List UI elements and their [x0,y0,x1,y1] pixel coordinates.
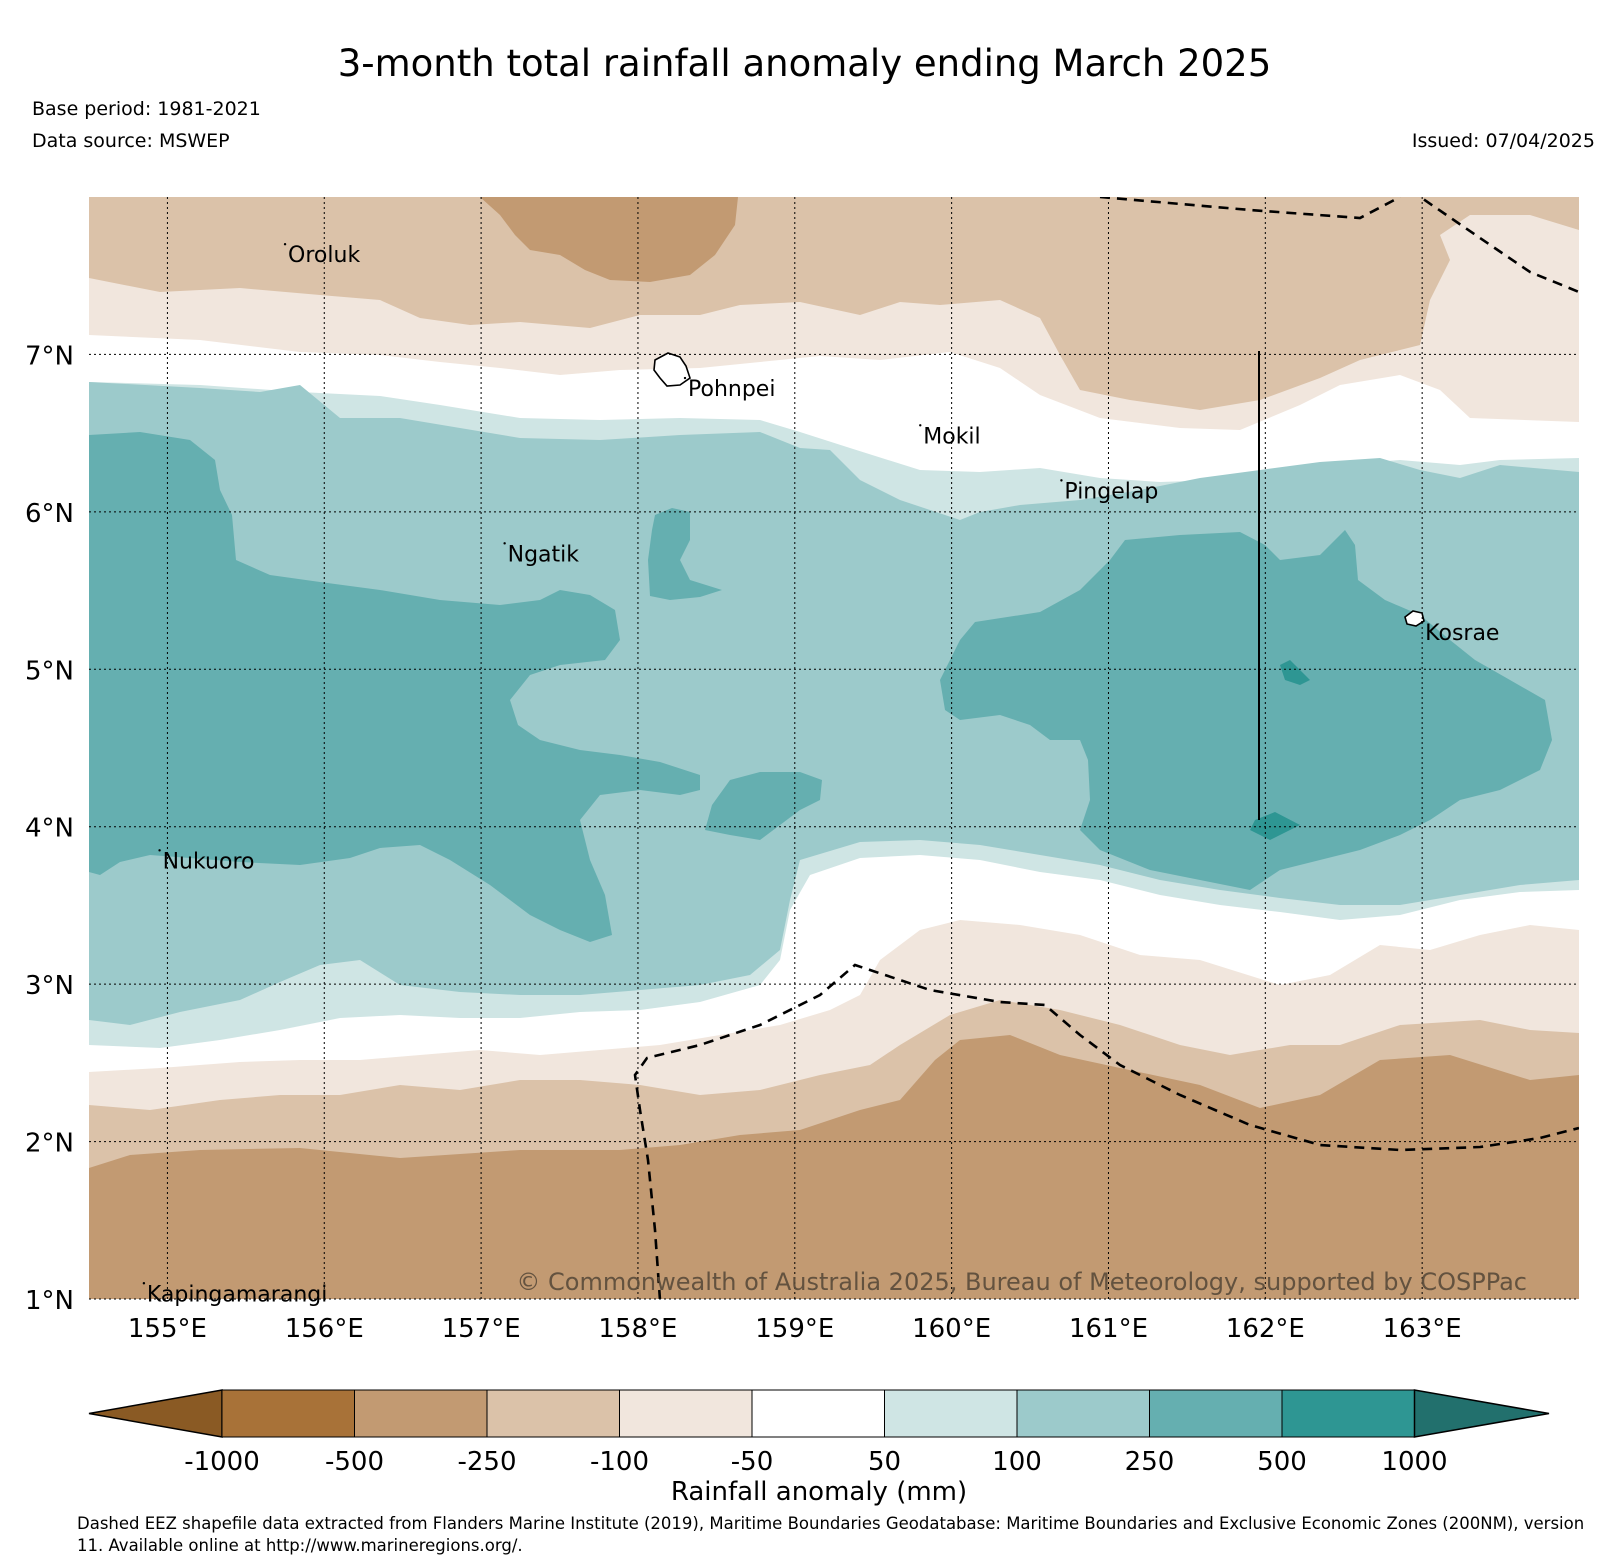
wet-very-strong-blob-a [1280,660,1310,685]
lat-tick-label: 5°N [25,656,74,686]
pohnpei-island-outline [653,352,691,387]
issued-date-text: Issued: 07/04/2025 [1411,130,1595,152]
dry-strong-region-north [480,197,738,282]
colorbar-tick-label: -250 [457,1447,516,1477]
footnote: Dashed EEZ shapefile data extracted from… [77,1514,1585,1555]
lat-tick-label: 4°N [25,814,74,844]
colorbar-tick-label: 500 [1257,1447,1307,1477]
place-label-kapingamarangi: Kapingamarangi [147,1282,327,1307]
lat-tick-label: 3°N [25,971,74,1001]
axis-tick-labels: 155°E 156°E 157°E 158°E 159°E 160°E 161°E 162°E… [25,341,1462,1344]
place-marker [1420,620,1424,624]
wet-strong-region-west [89,432,700,942]
colorbar-tick-label: 1000 [1381,1447,1447,1477]
copyright-notice: © Commonwealth of Australia 2025, Bureau… [516,1268,1527,1296]
gridlines [89,197,1579,1300]
place-label-nukuoro: Nukuoro [163,849,255,874]
colorbar-swatch [884,1389,1018,1438]
place-marker [283,243,287,246]
base-period-text: Base period: 1981-2021 [32,98,261,120]
place-labels: Oroluk Pohnpei Mokil Pingelap Ngatik Kosrae Nu… [142,243,1499,1307]
colorbar-tick-label: 100 [992,1447,1042,1477]
place-label-kosrae: Kosrae [1425,621,1499,646]
lon-tick-label: 155°E [128,1314,207,1344]
wet-strong-region-east [940,530,1552,890]
lon-tick-label: 163°E [1383,1314,1462,1344]
place-label-mokil: Mokil [923,424,980,449]
data-source-text: Data source: MSWEP [32,130,230,152]
lat-tick-label: 1°N [25,1286,74,1316]
chart-title: 3-month total rainfall anomaly ending Ma… [337,42,1272,85]
lat-tick-label: 7°N [25,341,74,371]
colorbar-extend-low [88,1389,223,1438]
colorbar-tick-label: 50 [868,1447,901,1477]
colorbar-tick-label: -50 [731,1447,773,1477]
lon-tick-label: 157°E [442,1314,521,1344]
colorbar: -1000 -500 -250 -100 -50 50 100 250 500 1000 [88,1389,1550,1477]
colorbar-swatch [1016,1389,1150,1438]
place-label-ngatik: Ngatik [508,542,580,567]
colorbar-swatch [619,1389,753,1438]
place-marker [1060,479,1063,482]
lon-tick-label: 158°E [598,1314,677,1344]
place-marker [142,1282,146,1285]
lat-tick-label: 6°N [25,499,74,529]
colorbar-swatch [1281,1389,1415,1438]
wet-strong-blob-center [705,772,822,840]
wet-strong-blob-ngatik [648,508,722,600]
place-marker [683,376,687,380]
place-label-pohnpei: Pohnpei [688,377,775,402]
colorbar-tick-label: -1000 [184,1447,260,1477]
place-marker [503,542,506,545]
lat-tick-label: 2°N [25,1129,74,1159]
colorbar-tick-label: 250 [1125,1447,1175,1477]
place-marker [158,849,161,852]
colorbar-label: Rainfall anomaly (mm) [671,1477,967,1507]
place-marker [919,424,922,427]
wet-very-strong-blob-b [1250,812,1300,840]
lon-tick-label: 160°E [912,1314,991,1344]
lon-tick-label: 159°E [755,1314,834,1344]
anomaly-field [89,197,1579,1299]
colorbar-swatch [1149,1389,1283,1438]
colorbar-swatch [354,1389,488,1438]
place-label-oroluk: Oroluk [288,243,360,268]
lon-tick-label: 161°E [1069,1314,1148,1344]
eez-boundary-north [1099,197,1401,220]
eez-boundary-northeast [1417,197,1579,294]
colorbar-swatch [751,1389,885,1438]
place-label-pingelap: Pingelap [1064,479,1158,504]
lon-tick-label: 162°E [1226,1314,1305,1344]
kosrae-island-outline [1404,610,1425,627]
colorbar-tick-label: -100 [590,1447,649,1477]
colorbar-extend-high [1413,1389,1550,1438]
colorbar-tick-label: -500 [325,1447,384,1477]
colorbar-swatch [221,1389,355,1438]
lon-tick-label: 156°E [285,1314,364,1344]
colorbar-swatch [486,1389,620,1438]
